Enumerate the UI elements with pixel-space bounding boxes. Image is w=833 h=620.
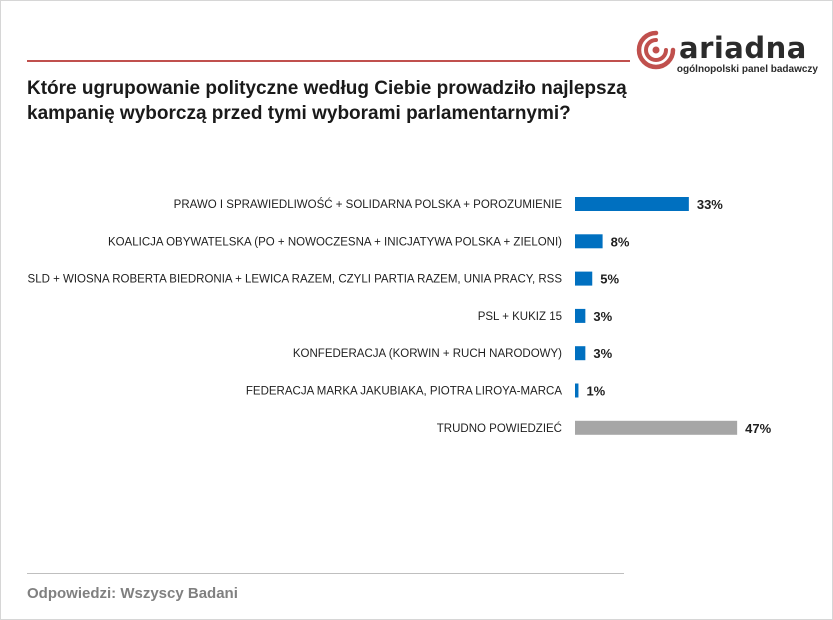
value-label: 33% bbox=[697, 197, 723, 212]
brand-tagline: ogólnopolski panel badawczy bbox=[676, 64, 818, 75]
bar bbox=[575, 271, 593, 286]
value-label: 47% bbox=[745, 421, 771, 436]
ariadna-logo: ariadna ogólnopolski panel badawczy bbox=[636, 30, 826, 80]
category-label: FEDERACJA MARKA JAKUBIAKA, PIOTRA LIROYA… bbox=[246, 386, 562, 398]
value-label: 8% bbox=[611, 234, 630, 249]
category-label: SLD + WIOSNA ROBERTA BIEDRONIA + LEWICA … bbox=[28, 274, 563, 286]
category-label: PRAWO I SPRAWIEDLIWOŚĆ + SOLIDARNA POLSK… bbox=[174, 198, 563, 211]
bar bbox=[575, 383, 579, 398]
category-label: TRUDNO POWIEDZIEĆ bbox=[437, 422, 562, 435]
brand-name: ariadna bbox=[679, 31, 807, 65]
bar-chart: PRAWO I SPRAWIEDLIWOŚĆ + SOLIDARNA POLSK… bbox=[28, 197, 772, 436]
category-label: PSL + KUKIZ 15 bbox=[478, 311, 562, 323]
value-label: 3% bbox=[593, 309, 612, 324]
category-label: KONFEDERACJA (KORWIN + RUCH NARODOWY) bbox=[293, 348, 562, 360]
question-title: Które ugrupowanie polityczne według Cieb… bbox=[27, 78, 627, 124]
value-label: 1% bbox=[586, 384, 605, 399]
value-label: 3% bbox=[593, 346, 612, 361]
ariadna-logo-icon bbox=[636, 30, 676, 70]
bar bbox=[575, 308, 586, 323]
value-label: 5% bbox=[600, 272, 619, 287]
footer-rule bbox=[27, 573, 624, 574]
bar bbox=[575, 197, 689, 211]
bar bbox=[575, 346, 586, 361]
category-label: KOALICJA OBYWATELSKA (PO + NOWOCZESNA + … bbox=[108, 236, 562, 248]
bar bbox=[575, 420, 738, 435]
respondents-note: Odpowiedzi: Wszyscy Badani bbox=[27, 585, 238, 602]
bar bbox=[575, 234, 603, 249]
header-rule bbox=[27, 60, 630, 62]
